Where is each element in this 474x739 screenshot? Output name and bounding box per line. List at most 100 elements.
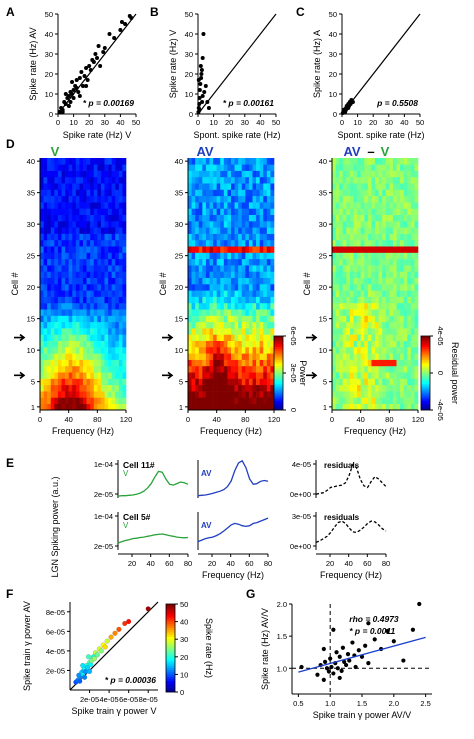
- heatmap-av-cell: [223, 252, 228, 260]
- heatmap-residual-cell: [389, 302, 394, 310]
- heatmap-av-cell: [216, 176, 221, 184]
- data-point-A: [95, 56, 99, 60]
- colorbar-residual-segment: [421, 365, 430, 368]
- heatmap-v-cell: [97, 403, 102, 411]
- heatmap-v-cell: [104, 384, 109, 392]
- heatmap-av-cell: [270, 347, 275, 354]
- heatmap-av-cell: [266, 176, 271, 184]
- heatmap-residual-cell: [382, 214, 387, 222]
- heatmap-v-cell: [122, 164, 127, 171]
- heatmap-v-cell: [43, 340, 48, 348]
- heatmap-av-cell: [198, 195, 203, 203]
- heatmap-av-cell: [241, 176, 246, 184]
- heatmap-residual-cell: [349, 246, 354, 253]
- heatmap-v-cell: [79, 290, 84, 297]
- heatmap-residual-cell: [346, 239, 351, 247]
- heatmap-av-cell: [227, 170, 232, 178]
- heatmap-v-cell: [47, 365, 52, 373]
- heatmap-residual-cell: [400, 202, 404, 209]
- x-tick-label-B: 30: [241, 118, 249, 127]
- heatmap-av-cell: [205, 296, 210, 304]
- heatmap-av-cell: [198, 365, 203, 373]
- heatmap-residual-cell: [349, 176, 354, 184]
- heatmap-v-cell: [115, 195, 120, 203]
- heatmap-residual-cell: [385, 246, 390, 253]
- heatmap-av-cell: [195, 321, 200, 329]
- colorbar-power-segment: [274, 395, 283, 398]
- heatmap-av-cell: [234, 290, 239, 297]
- heatmap-av-y-tick-label: 1: [179, 403, 183, 412]
- heatmap-v-cell: [90, 170, 95, 178]
- heatmap-v-y-tick-label: 20: [27, 283, 35, 292]
- heatmap-residual-cell: [339, 252, 344, 260]
- heatmap-title-av: AV: [196, 144, 213, 159]
- heatmap-residual-cell: [335, 158, 340, 165]
- heatmap-residual-cell: [339, 309, 344, 316]
- heatmap-v-cell: [111, 176, 116, 184]
- heatmap-residual-cell: [396, 334, 401, 341]
- heatmap-av-cell: [248, 321, 253, 329]
- heatmap-av-cell: [198, 277, 203, 285]
- heatmap-av-cell: [216, 233, 221, 241]
- heatmap-residual-cell: [364, 372, 369, 379]
- heatmap-v-cell: [115, 176, 120, 184]
- heatmap-av-cell: [259, 372, 264, 379]
- heatmap-av-cell: [216, 183, 221, 190]
- heatmap-v-cell: [97, 246, 102, 253]
- heatmap-av-cell: [241, 265, 246, 272]
- heatmap-av-cell: [252, 221, 257, 228]
- heatmap-residual-cell: [335, 290, 340, 297]
- heatmap-residual-cell: [403, 309, 408, 316]
- colorbar-power-tick-label: 6e-05: [289, 326, 298, 345]
- heatmap-residual-cell: [367, 296, 372, 304]
- data-point-B: [205, 100, 210, 104]
- heatmap-av-cell: [209, 378, 214, 386]
- data-point-A: [93, 52, 98, 56]
- heatmap-residual-cell: [389, 183, 394, 190]
- heatmap-residual-cell: [375, 189, 379, 197]
- data-point-B: [198, 64, 203, 68]
- heatmap-av-cell: [270, 252, 275, 260]
- heatmap-residual-cell: [357, 170, 361, 178]
- heatmap-residual-cell: [371, 239, 376, 247]
- heatmap-v-cell: [90, 340, 95, 348]
- heatmap-v-y-tick-label: 25: [27, 252, 35, 261]
- heatmap-v-cell: [57, 321, 62, 329]
- heatmap-v-cell: [47, 258, 52, 266]
- heatmap-av-cell: [205, 258, 210, 266]
- e-x-tick-label: 20: [326, 559, 334, 568]
- heatmap-v-cell: [104, 284, 109, 291]
- heatmap-v-cell: [93, 271, 98, 278]
- heatmap-residual-cell: [342, 391, 347, 398]
- heatmap-av-cell: [213, 384, 217, 392]
- heatmap-v-cell: [72, 271, 77, 278]
- heatmap-av-cell: [191, 221, 196, 228]
- heatmap-residual-cell: [396, 183, 401, 190]
- heatmap-v-cell: [54, 221, 59, 228]
- heatmap-residual-cell: [342, 397, 347, 404]
- heatmap-residual-cell: [375, 384, 379, 392]
- heatmap-v-cell: [118, 397, 123, 404]
- heatmap-v-cell: [75, 239, 80, 247]
- heatmap-residual-cell: [353, 290, 358, 297]
- heatmap-v-cell: [115, 221, 120, 228]
- heatmap-av-cell: [234, 384, 239, 392]
- heatmap-v-cell: [115, 284, 120, 291]
- heatmap-residual-cell: [332, 321, 336, 329]
- heatmap-v-cell: [47, 302, 52, 310]
- colorbar-power-segment: [274, 404, 283, 407]
- heatmap-v-cell: [75, 309, 80, 316]
- heatmap-v-cell: [72, 195, 77, 203]
- heatmap-av-cell: [213, 296, 217, 304]
- heatmap-v-cell: [108, 246, 112, 253]
- heatmap-v-cell: [108, 208, 112, 215]
- heatmap-av-cell: [202, 378, 207, 386]
- heatmap-av-cell: [266, 391, 271, 398]
- heatmap-v-cell: [68, 233, 73, 241]
- heatmap-av-cell: [259, 202, 264, 209]
- heatmap-v-cell: [54, 271, 59, 278]
- heatmap-v-cell: [50, 195, 55, 203]
- heatmap-av-cell: [227, 340, 232, 348]
- heatmap-residual-cell: [371, 372, 376, 379]
- heatmap-v-cell: [57, 397, 62, 404]
